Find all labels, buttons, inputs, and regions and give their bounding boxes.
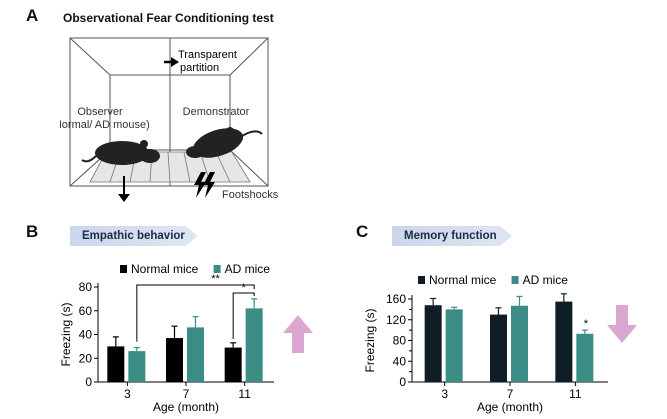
legend-swatch (511, 276, 519, 284)
significance-bracket (232, 292, 255, 339)
bar (445, 309, 463, 382)
x-tick-label: 11 (238, 387, 251, 401)
y-tick-label: 0 (85, 375, 92, 389)
significance-label: * (584, 318, 589, 330)
bar (224, 347, 242, 382)
label-footshocks: Footshocks (222, 189, 279, 201)
x-tick-label: 7 (507, 387, 514, 401)
demonstrator-mouse-icon (186, 127, 263, 158)
trend-down-arrow-icon (607, 305, 637, 343)
y-tick-label: 80 (79, 280, 93, 294)
panel-letter-c: C (356, 222, 369, 241)
bar (128, 351, 146, 382)
bar (245, 308, 263, 382)
legend-label: AD mice (225, 262, 271, 276)
x-tick-label: 7 (183, 387, 190, 401)
observational-fear-diagram: Transparent partition Observer (Normal/ … (60, 37, 279, 202)
bar (576, 333, 594, 382)
chart-empathic-behavior: 0 20 40 60 80 Freezing (s) 3 7 11 Age (month) Norm… (59, 262, 313, 414)
legend-swatch (213, 265, 221, 273)
panel-letter-a: A (26, 6, 39, 25)
x-tick-label: 3 (441, 387, 448, 401)
chart-memory-function: 0 40 80 120 160 Freezing (s) 3 7 11 Age (month) No… (363, 273, 637, 414)
legend-swatch (120, 265, 127, 273)
y-tick-label: 120 (386, 313, 406, 327)
y-tick-label: 0 (399, 375, 406, 389)
label-demonstrator: Demonstrator (183, 106, 250, 118)
bar (490, 314, 507, 382)
panel-letter-b: B (26, 222, 39, 241)
banner-memory-function: Memory function (392, 226, 512, 246)
y-tick-label: 60 (79, 304, 93, 318)
legend-swatch (418, 276, 425, 284)
x-tick-label: 3 (124, 387, 131, 401)
legend-label: Normal mice (131, 262, 199, 276)
label-observer-1: Observer (77, 106, 123, 118)
y-tick-label: 20 (79, 351, 93, 365)
label-partition-2: partition (180, 62, 219, 74)
x-axis-label: Age (month) (153, 400, 219, 414)
label-partition-1: Transparent (178, 49, 237, 61)
bar (107, 346, 125, 382)
down-arrow-icon (118, 176, 130, 202)
bar (166, 338, 183, 382)
footshock-bolts-icon (194, 172, 215, 198)
y-tick-label: 160 (386, 292, 406, 306)
x-axis-label: Age (month) (477, 400, 543, 414)
significance-label: * (242, 282, 247, 294)
legend-label: Normal mice (429, 273, 497, 287)
y-axis-label: Freezing (s) (363, 308, 377, 372)
bar (555, 301, 573, 382)
panel-a-title: Observational Fear Conditioning test (63, 11, 274, 25)
bar (424, 305, 442, 382)
y-axis-label: Freezing (s) (59, 302, 73, 366)
partition-arrow-icon (164, 57, 179, 67)
legend-label: AD mice (523, 273, 569, 287)
trend-up-arrow-icon (283, 315, 313, 353)
label-observer-2: (Normal/ AD mouse) (60, 119, 150, 131)
bar (187, 327, 204, 382)
bar (511, 305, 528, 382)
y-tick-label: 40 (79, 328, 93, 342)
y-tick-label: 40 (393, 354, 407, 368)
significance-label: ** (211, 273, 220, 285)
significance-bracket (136, 284, 255, 342)
y-tick-label: 80 (393, 334, 407, 348)
observer-mouse-icon (81, 140, 160, 165)
banner-empathic-behavior: Empathic behavior (70, 226, 198, 246)
x-tick-label: 11 (569, 387, 582, 401)
